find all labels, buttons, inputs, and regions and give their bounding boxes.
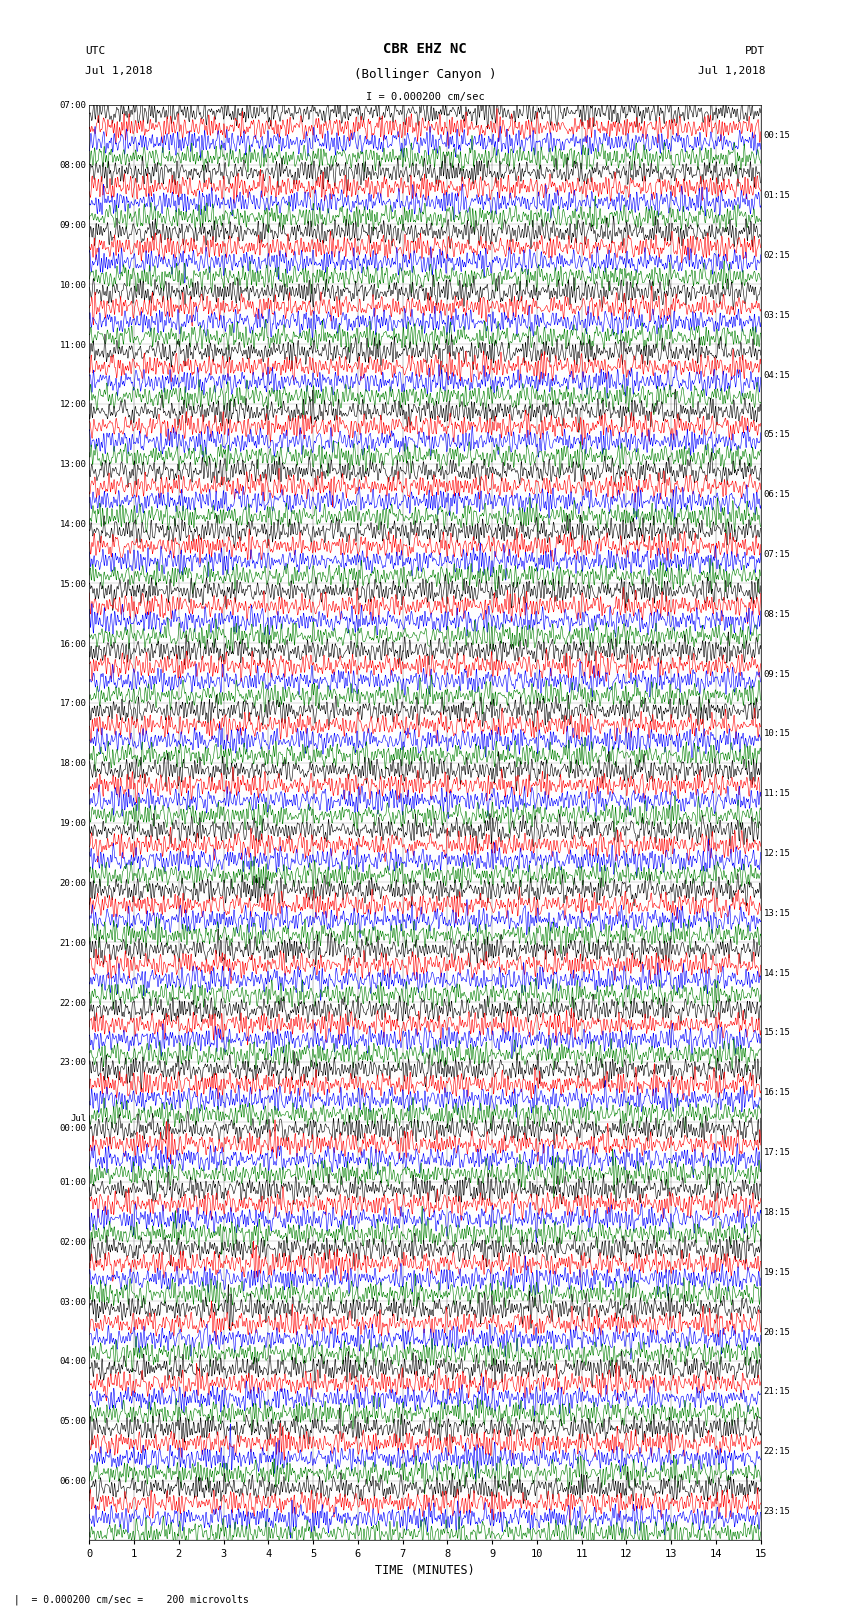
Text: PDT: PDT [745, 47, 765, 56]
Text: I = 0.000200 cm/sec: I = 0.000200 cm/sec [366, 92, 484, 102]
Text: Jul 1,2018: Jul 1,2018 [85, 66, 152, 76]
Text: CBR EHZ NC: CBR EHZ NC [383, 42, 467, 56]
Text: (Bollinger Canyon ): (Bollinger Canyon ) [354, 68, 496, 81]
Text: |  = 0.000200 cm/sec =    200 microvolts: | = 0.000200 cm/sec = 200 microvolts [8, 1594, 249, 1605]
X-axis label: TIME (MINUTES): TIME (MINUTES) [375, 1563, 475, 1576]
Text: UTC: UTC [85, 47, 105, 56]
Text: Jul 1,2018: Jul 1,2018 [698, 66, 765, 76]
